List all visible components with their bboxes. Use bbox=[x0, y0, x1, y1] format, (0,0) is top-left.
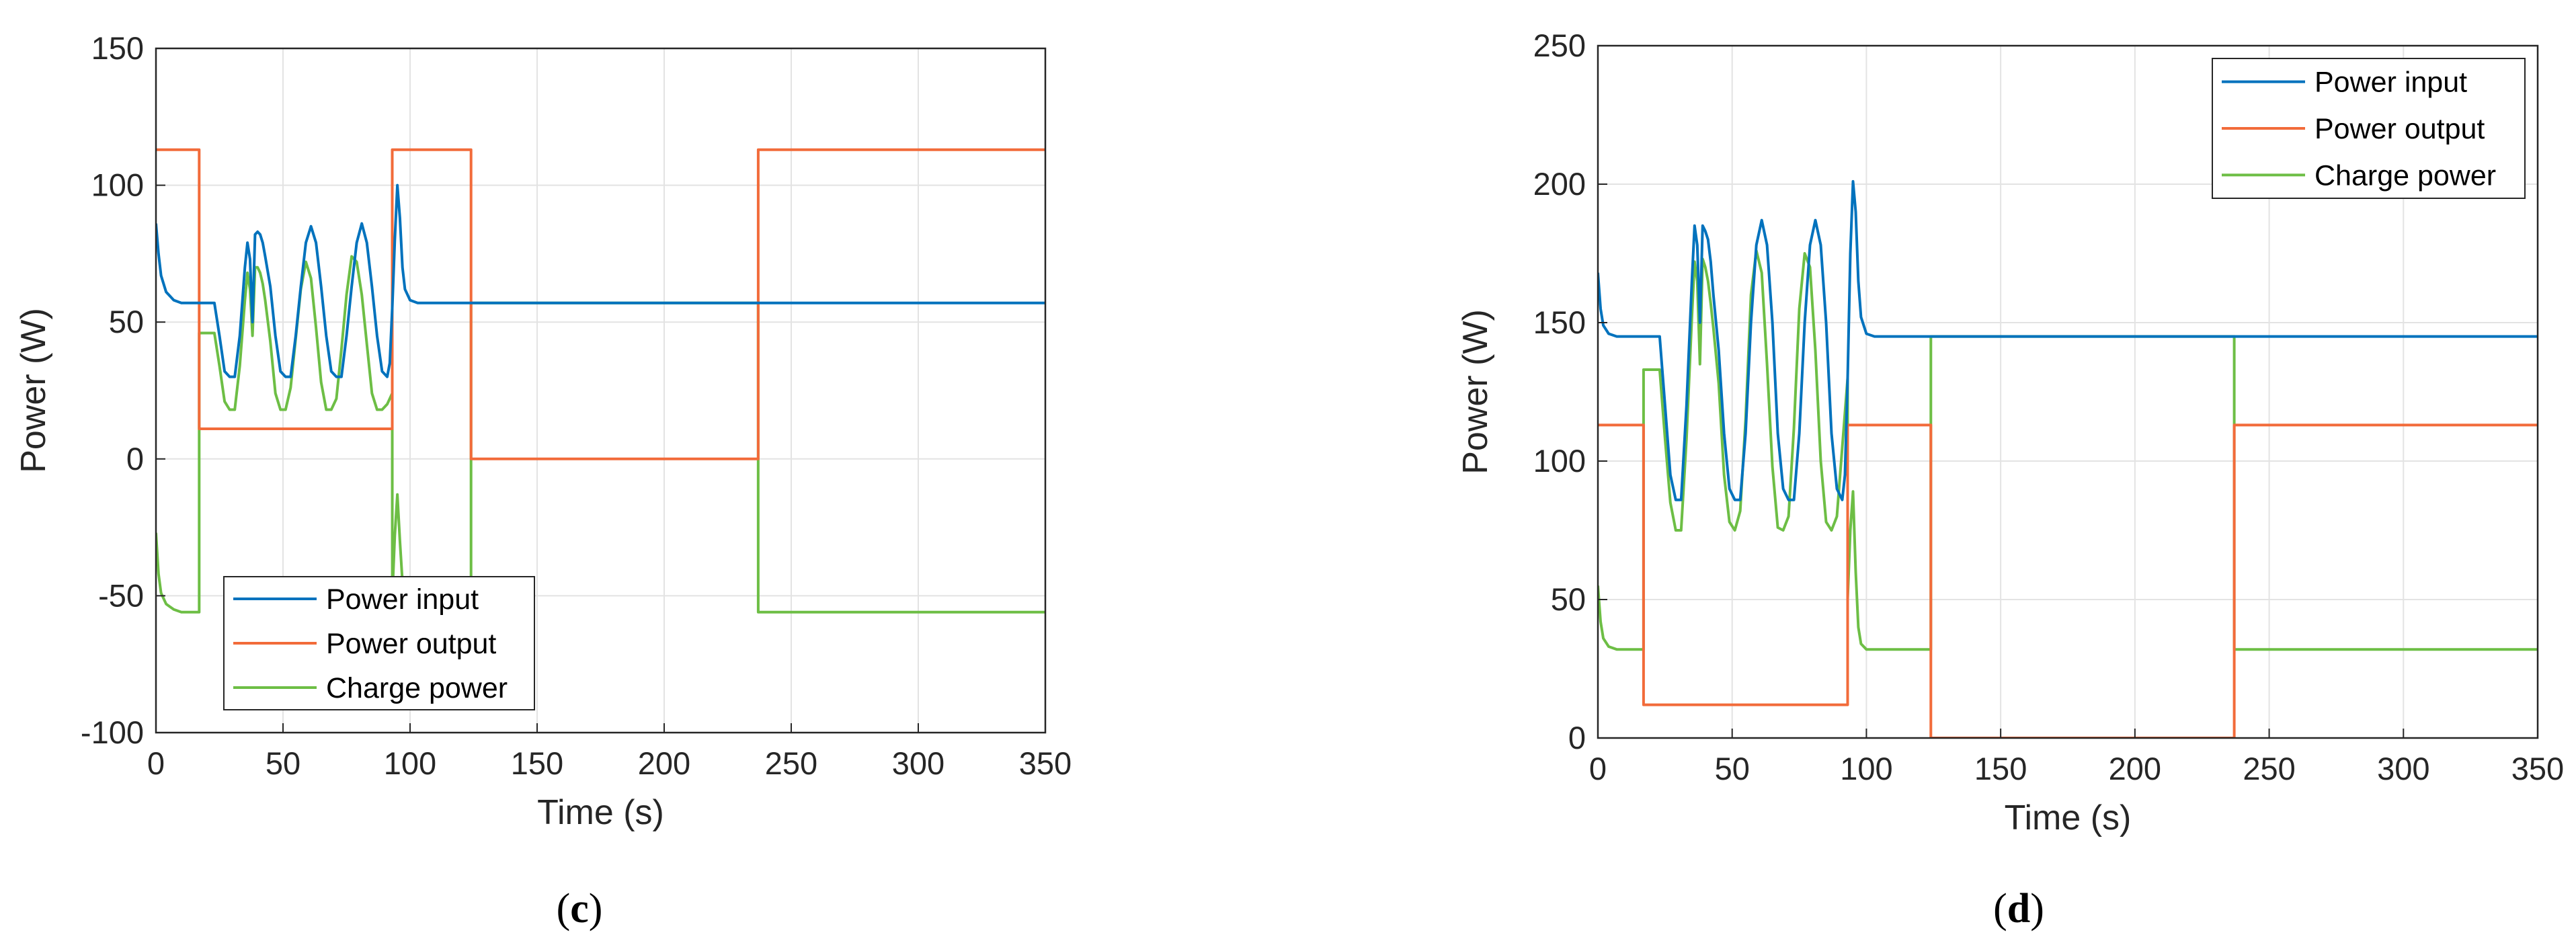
series-line-power-input bbox=[1598, 179, 2538, 501]
caption-letter: c bbox=[570, 886, 589, 932]
y-tick-label: 50 bbox=[1551, 581, 1586, 617]
y-tick-label: 150 bbox=[91, 30, 144, 66]
legend-label-charge-power: Charge power bbox=[2315, 159, 2496, 192]
x-tick-label: 250 bbox=[765, 745, 817, 781]
caption-c: (c) bbox=[557, 886, 603, 932]
x-tick-label: 200 bbox=[638, 745, 690, 781]
x-tick-label: 100 bbox=[1840, 751, 1892, 786]
caption-open-paren: ( bbox=[1993, 886, 2007, 932]
x-tick-label: 300 bbox=[892, 745, 944, 781]
legend: Power input Power output Charge power bbox=[223, 576, 535, 710]
y-tick-label: 0 bbox=[126, 441, 144, 477]
axes-box bbox=[155, 47, 1047, 734]
x-tick-label: 300 bbox=[2377, 751, 2429, 786]
x-tick-label: 100 bbox=[384, 745, 436, 781]
series-line-power-input bbox=[156, 183, 1045, 378]
chart-d: 0 50 100 150 200 250 300 350 0 50 100 150 200 250 Tim… bbox=[1456, 28, 2564, 932]
x-tick-label: 50 bbox=[266, 745, 300, 781]
axes-box bbox=[1597, 44, 2539, 739]
tick-labels: 0 50 100 150 200 250 300 350 0 50 100 150 200 250 bbox=[1533, 28, 2565, 786]
y-tick-label: 100 bbox=[91, 167, 144, 203]
legend-label-power-input: Power input bbox=[2315, 67, 2467, 99]
x-tick-label: 200 bbox=[2109, 751, 2161, 786]
x-axis-label: Time (s) bbox=[537, 793, 664, 832]
x-tick-label: 0 bbox=[147, 745, 165, 781]
y-tick-label: 150 bbox=[1533, 304, 1586, 340]
caption-letter: d bbox=[2007, 886, 2030, 932]
y-axis-label: Power (W) bbox=[1456, 309, 1495, 475]
y-tick-label: -50 bbox=[98, 577, 144, 613]
y-tick-label: 100 bbox=[1533, 443, 1586, 479]
series-line-charge-power bbox=[1598, 249, 2538, 651]
caption-close-paren: ) bbox=[2030, 886, 2044, 932]
series-line-power-output bbox=[156, 148, 1045, 460]
legend-label-power-input: Power input bbox=[326, 583, 479, 616]
data-lines bbox=[1598, 179, 2538, 738]
x-axis-label: Time (s) bbox=[2005, 798, 2132, 837]
legend-label-charge-power: Charge power bbox=[326, 672, 508, 704]
x-tick-label: 150 bbox=[511, 745, 563, 781]
caption-close-paren: ) bbox=[589, 886, 603, 932]
y-axis-label: Power (W) bbox=[14, 308, 53, 473]
x-tick-label: 0 bbox=[1589, 751, 1607, 786]
x-tick-label: 50 bbox=[1715, 751, 1750, 786]
x-tick-label: 350 bbox=[1019, 745, 1072, 781]
caption-open-paren: ( bbox=[557, 886, 571, 932]
tick-labels: 0 50 100 150 200 250 300 350 -100 -50 0 50 100 150 bbox=[81, 30, 1072, 781]
legend-label-power-output: Power output bbox=[2315, 113, 2485, 145]
x-tick-label: 150 bbox=[1974, 751, 2027, 786]
y-tick-label: 50 bbox=[109, 304, 144, 339]
y-tick-label: -100 bbox=[81, 714, 144, 750]
legend-label-power-output: Power output bbox=[326, 628, 496, 660]
chart-c: 0 50 100 150 200 250 300 350 -100 -50 0 50 100 150 Ti… bbox=[14, 30, 1072, 932]
y-tick-label: 250 bbox=[1533, 28, 1586, 63]
y-tick-label: 200 bbox=[1533, 166, 1586, 202]
series-line-power-output bbox=[1598, 423, 2538, 738]
y-tick-label: 0 bbox=[1568, 720, 1586, 755]
caption-d: (d) bbox=[1993, 886, 2044, 932]
x-tick-label: 250 bbox=[2243, 751, 2295, 786]
x-tick-label: 350 bbox=[2511, 751, 2564, 786]
legend: Power input Power output Charge power bbox=[2212, 58, 2526, 199]
